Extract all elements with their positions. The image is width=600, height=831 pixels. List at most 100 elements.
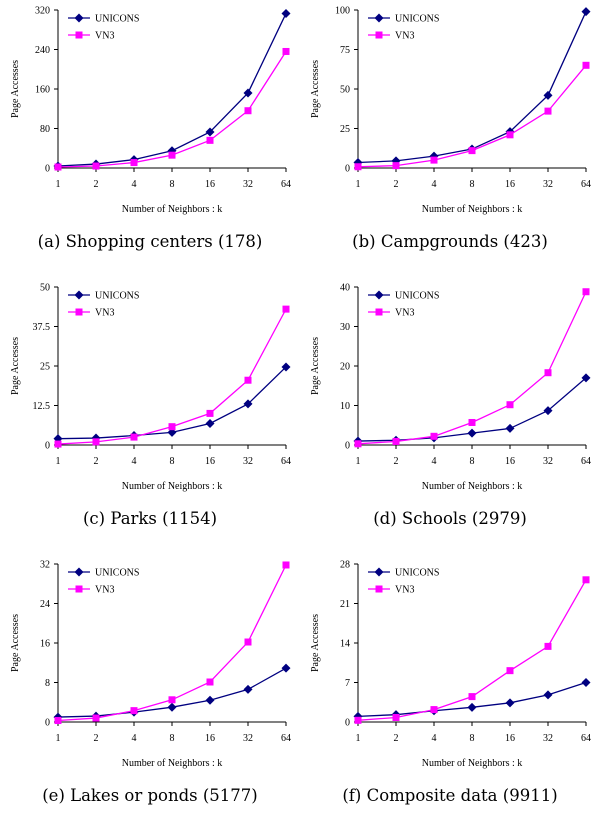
y-tick-label: 240 bbox=[35, 45, 50, 56]
y-tick-label: 24 bbox=[40, 599, 50, 610]
data-point-vn3 bbox=[54, 440, 62, 448]
series-line-unicons bbox=[357, 11, 587, 164]
x-tick-label: 4 bbox=[132, 456, 137, 467]
x-tick-label: 64 bbox=[581, 733, 591, 744]
y-tick-label: 25 bbox=[40, 362, 50, 373]
x-tick-label: 1 bbox=[356, 179, 361, 190]
data-point-unicons bbox=[581, 7, 591, 17]
x-tick-label: 8 bbox=[170, 733, 175, 744]
data-point-vn3 bbox=[544, 642, 552, 650]
legend-label-vn3: VN3 bbox=[95, 31, 114, 42]
y-tick-label: 30 bbox=[340, 322, 350, 333]
caption-f: (f) Composite data (9911) bbox=[342, 786, 558, 805]
x-tick-label: 8 bbox=[470, 179, 475, 190]
x-axis-label: Number of Neighbors : k bbox=[122, 481, 223, 492]
y-tick-label: 25 bbox=[340, 124, 350, 135]
x-axis-label: Number of Neighbors : k bbox=[422, 481, 523, 492]
data-point-unicons bbox=[205, 695, 215, 705]
x-tick-label: 64 bbox=[281, 733, 291, 744]
legend-marker-vn3 bbox=[375, 308, 383, 316]
data-point-vn3 bbox=[282, 305, 290, 313]
data-point-vn3 bbox=[392, 713, 400, 721]
legend-label-unicons: UNICONS bbox=[395, 291, 439, 302]
x-tick-label: 8 bbox=[170, 179, 175, 190]
legend-label-vn3: VN3 bbox=[95, 585, 114, 596]
x-tick-label: 8 bbox=[170, 456, 175, 467]
data-point-vn3 bbox=[392, 437, 400, 445]
data-point-vn3 bbox=[92, 162, 100, 170]
chart-panel-f: 0 7 14 21 28 1 2 4 8 16 32 64 Number of Neighbors : … bbox=[300, 554, 600, 831]
data-point-vn3 bbox=[430, 432, 438, 440]
x-tick-label: 8 bbox=[470, 733, 475, 744]
data-point-unicons bbox=[505, 698, 515, 708]
x-tick-label: 32 bbox=[243, 179, 253, 190]
legend-marker-unicons bbox=[374, 290, 384, 300]
data-point-vn3 bbox=[354, 716, 362, 724]
data-point-unicons bbox=[543, 90, 553, 100]
legend-label-vn3: VN3 bbox=[395, 31, 414, 42]
chart-a: 0 80 160 240 320 1 2 4 8 16 32 64 Number of Neighbor… bbox=[10, 6, 291, 216]
data-point-unicons bbox=[581, 678, 591, 687]
data-point-vn3 bbox=[130, 433, 138, 441]
y-tick-label: 12.5 bbox=[33, 401, 51, 412]
x-axis-label: Number of Neighbors : k bbox=[122, 204, 223, 215]
data-point-unicons bbox=[243, 88, 253, 98]
caption-a: (a) Shopping centers (178) bbox=[37, 232, 263, 251]
chart-f: 0 7 14 21 28 1 2 4 8 16 32 64 Number of Neighbors : … bbox=[310, 560, 591, 770]
x-tick-label: 64 bbox=[281, 456, 291, 467]
data-point-unicons bbox=[581, 373, 591, 383]
x-tick-label: 2 bbox=[94, 733, 99, 744]
chart-c: 0 12.5 25 37.5 50 1 2 4 8 16 32 64 Number of Neighbo… bbox=[10, 283, 291, 493]
x-tick-label: 16 bbox=[205, 179, 215, 190]
data-point-vn3 bbox=[544, 369, 552, 377]
y-axis-label: Page Accesses bbox=[10, 337, 21, 395]
legend-marker-vn3 bbox=[75, 308, 83, 316]
legend-label-unicons: UNICONS bbox=[95, 14, 139, 25]
y-tick-label: 8 bbox=[45, 678, 50, 689]
y-axis-label: Page Accesses bbox=[10, 614, 21, 672]
x-tick-label: 2 bbox=[394, 733, 399, 744]
data-point-vn3 bbox=[282, 47, 290, 55]
x-tick-label: 32 bbox=[243, 456, 253, 467]
legend-label-unicons: UNICONS bbox=[95, 568, 139, 579]
data-point-vn3 bbox=[430, 156, 438, 164]
x-tick-label: 1 bbox=[356, 733, 361, 744]
x-axis-label: Number of Neighbors : k bbox=[122, 758, 223, 769]
x-tick-label: 4 bbox=[132, 733, 137, 744]
data-point-vn3 bbox=[168, 423, 176, 431]
data-point-vn3 bbox=[206, 409, 214, 417]
data-point-vn3 bbox=[544, 107, 552, 115]
data-point-unicons bbox=[467, 702, 477, 712]
x-tick-label: 16 bbox=[505, 733, 515, 744]
y-axis-label: Page Accesses bbox=[310, 337, 321, 395]
y-tick-label: 50 bbox=[340, 85, 350, 96]
data-point-unicons bbox=[281, 8, 291, 18]
x-tick-label: 1 bbox=[56, 456, 61, 467]
y-tick-label: 28 bbox=[340, 560, 350, 571]
data-point-vn3 bbox=[206, 678, 214, 686]
data-point-vn3 bbox=[468, 418, 476, 426]
x-tick-label: 2 bbox=[394, 456, 399, 467]
legend-marker-vn3 bbox=[75, 585, 83, 593]
data-point-vn3 bbox=[582, 576, 590, 584]
legend-marker-vn3 bbox=[75, 31, 83, 39]
legend-marker-vn3 bbox=[375, 31, 383, 39]
x-tick-label: 2 bbox=[394, 179, 399, 190]
data-point-vn3 bbox=[506, 131, 514, 139]
x-tick-label: 1 bbox=[56, 733, 61, 744]
x-tick-label: 16 bbox=[505, 179, 515, 190]
legend-marker-unicons bbox=[74, 290, 84, 300]
data-point-vn3 bbox=[468, 693, 476, 701]
y-axis-label: Page Accesses bbox=[310, 614, 321, 672]
y-tick-label: 37.5 bbox=[33, 322, 51, 333]
y-tick-label: 160 bbox=[35, 85, 50, 96]
data-point-vn3 bbox=[282, 561, 290, 569]
data-point-unicons bbox=[543, 690, 553, 700]
data-point-vn3 bbox=[430, 706, 438, 714]
x-tick-label: 32 bbox=[543, 179, 553, 190]
legend-marker-unicons bbox=[374, 13, 384, 23]
x-tick-label: 16 bbox=[205, 456, 215, 467]
data-point-unicons bbox=[467, 428, 477, 438]
data-point-vn3 bbox=[354, 163, 362, 171]
